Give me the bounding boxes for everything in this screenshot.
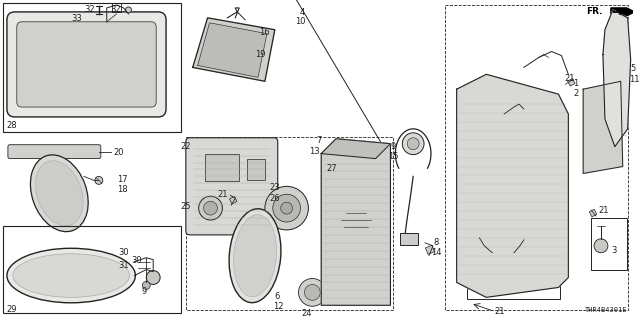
Text: 21: 21: [218, 190, 228, 199]
Text: 18: 18: [116, 185, 127, 194]
Bar: [3, 3, 181, 132]
Text: 23: 23: [270, 183, 280, 192]
Ellipse shape: [7, 248, 136, 303]
FancyBboxPatch shape: [17, 22, 156, 107]
Text: 30: 30: [131, 256, 142, 265]
Text: 27: 27: [611, 87, 621, 96]
Polygon shape: [193, 18, 275, 81]
Circle shape: [273, 194, 301, 222]
Text: 13: 13: [308, 147, 319, 156]
Circle shape: [198, 196, 222, 220]
Bar: [186, 137, 394, 310]
Polygon shape: [321, 139, 390, 305]
Text: 4: 4: [300, 8, 305, 17]
Circle shape: [407, 138, 419, 150]
Text: 16: 16: [259, 28, 269, 37]
Circle shape: [142, 282, 150, 289]
Circle shape: [403, 133, 424, 155]
Ellipse shape: [229, 209, 281, 303]
Circle shape: [488, 250, 520, 282]
Text: 25: 25: [181, 202, 191, 211]
FancyBboxPatch shape: [186, 138, 278, 235]
Text: 9: 9: [390, 142, 396, 151]
Bar: [591, 218, 627, 269]
FancyBboxPatch shape: [8, 145, 101, 159]
Bar: [3, 226, 181, 313]
Circle shape: [346, 183, 365, 203]
Circle shape: [338, 175, 374, 211]
Bar: [400, 233, 418, 245]
Circle shape: [502, 132, 526, 156]
Text: 19: 19: [255, 50, 266, 59]
Text: 33: 33: [71, 14, 82, 23]
Circle shape: [204, 201, 218, 215]
Ellipse shape: [13, 254, 129, 297]
Text: 3: 3: [611, 246, 616, 255]
Circle shape: [245, 52, 253, 60]
Circle shape: [495, 257, 513, 275]
Text: 10: 10: [295, 17, 306, 26]
Text: 26: 26: [270, 194, 280, 203]
Text: 27: 27: [326, 164, 337, 172]
Text: 5: 5: [630, 64, 636, 73]
Circle shape: [305, 284, 320, 300]
Text: THR4B4301E: THR4B4301E: [585, 307, 628, 313]
Text: 28: 28: [6, 121, 17, 130]
Circle shape: [125, 7, 131, 13]
Circle shape: [281, 202, 292, 214]
Text: 21: 21: [598, 206, 609, 215]
Text: 31: 31: [118, 261, 129, 270]
Text: 8: 8: [433, 238, 438, 247]
FancyBboxPatch shape: [7, 12, 166, 117]
Text: FR.: FR.: [586, 7, 603, 16]
Text: 2: 2: [573, 89, 579, 98]
Text: 1: 1: [573, 79, 579, 88]
Text: 6: 6: [275, 292, 280, 301]
Polygon shape: [321, 139, 390, 159]
Bar: [205, 154, 239, 181]
Text: 21: 21: [564, 74, 575, 83]
Text: 32: 32: [111, 5, 122, 14]
Text: 9: 9: [141, 287, 147, 296]
Text: 11: 11: [628, 75, 639, 84]
Text: 7: 7: [316, 136, 321, 145]
Text: 29: 29: [6, 305, 17, 314]
Text: 24: 24: [301, 309, 312, 318]
Polygon shape: [603, 10, 630, 147]
Circle shape: [594, 239, 608, 253]
Text: 20: 20: [114, 148, 124, 157]
Circle shape: [95, 176, 103, 184]
Text: 17: 17: [116, 175, 127, 184]
Text: 30: 30: [118, 248, 129, 257]
Ellipse shape: [234, 215, 276, 297]
Text: 14: 14: [431, 248, 442, 257]
Circle shape: [298, 278, 326, 306]
Text: 32: 32: [84, 5, 95, 14]
Polygon shape: [583, 81, 623, 173]
Circle shape: [594, 124, 608, 138]
Polygon shape: [457, 74, 568, 297]
Circle shape: [504, 164, 524, 183]
Bar: [445, 5, 628, 310]
Circle shape: [265, 186, 308, 230]
FancyBboxPatch shape: [481, 111, 561, 211]
Circle shape: [147, 271, 160, 284]
Bar: [467, 220, 561, 299]
Polygon shape: [198, 23, 267, 77]
Text: 21: 21: [494, 307, 505, 316]
Bar: [247, 159, 265, 180]
Text: 15: 15: [388, 152, 399, 161]
Circle shape: [486, 185, 502, 201]
Ellipse shape: [31, 155, 88, 232]
Text: 12: 12: [273, 302, 284, 311]
Circle shape: [587, 117, 615, 145]
FancyArrow shape: [611, 8, 635, 16]
Text: 22: 22: [181, 142, 191, 151]
Ellipse shape: [35, 161, 83, 226]
